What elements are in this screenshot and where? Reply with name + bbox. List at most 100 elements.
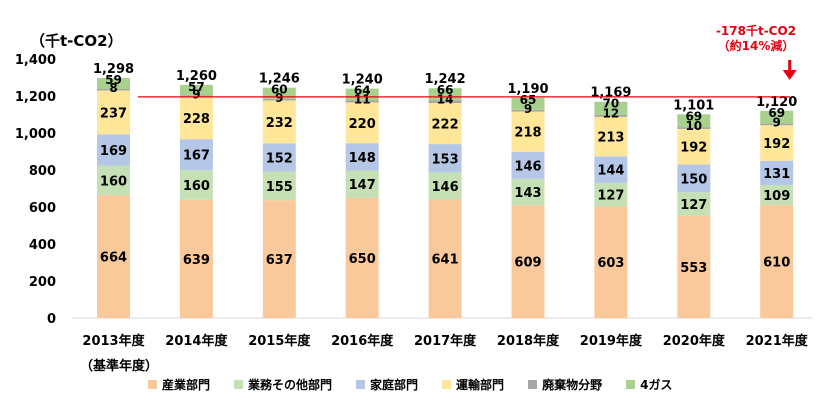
x-tick-label: 2013年度: [82, 333, 145, 349]
data-label: 650: [349, 252, 376, 267]
legend-label-household: 家庭部門: [370, 378, 419, 392]
bar-segment: [97, 78, 130, 89]
data-label: 637: [266, 253, 293, 268]
bar-segment: [179, 170, 213, 200]
bar-segment: [511, 205, 545, 318]
reduction-amount: -178千t-CO2: [715, 24, 797, 38]
y-tick-label: 400: [29, 238, 56, 253]
bar-segment: [179, 97, 213, 140]
data-label: 641: [432, 253, 459, 268]
data-label: 70: [603, 97, 620, 111]
data-label: 127: [597, 189, 624, 204]
data-label: 192: [763, 137, 790, 152]
data-label: 9: [773, 116, 781, 130]
data-label: 609: [514, 256, 541, 271]
data-label: 10: [685, 119, 702, 133]
data-label: 148: [349, 151, 376, 166]
data-label: 146: [432, 180, 459, 195]
y-tick-label: 800: [29, 164, 56, 179]
y-tick-label: 600: [29, 201, 56, 216]
bar-segment: [428, 100, 462, 104]
data-label: 144: [597, 164, 624, 179]
data-label: 237: [100, 106, 127, 121]
y-tick-label: 0: [47, 312, 56, 327]
data-label: 14: [437, 92, 454, 106]
data-label: 160: [183, 179, 210, 194]
legend-label-transport: 運輸部門: [456, 378, 505, 392]
legend-item-waste: 廃棄物分野: [528, 376, 602, 393]
y-tick-label: 1,200: [15, 90, 56, 105]
total-label: 1,260: [176, 69, 217, 84]
bar-segment: [262, 200, 296, 318]
bar-segment: [345, 88, 379, 101]
data-label: 66: [437, 83, 454, 97]
bar-segment: [594, 101, 628, 115]
legend-swatch-waste: [528, 380, 538, 389]
data-label: 610: [763, 256, 790, 271]
data-label: 9: [192, 87, 200, 101]
bar-segment: [594, 206, 628, 318]
bar-segment: [262, 143, 296, 172]
x-tick-label: 2021年度: [746, 333, 809, 349]
bar-segment: [511, 109, 545, 112]
bar-segment: [594, 182, 628, 207]
bar-segment: [511, 111, 545, 152]
data-label: 220: [349, 117, 376, 132]
data-label: 150: [680, 172, 707, 187]
data-label: 155: [266, 180, 293, 195]
x-tick-label: 2016年度: [331, 333, 394, 349]
legend: 産業部門 業務その他部門 家庭部門 運輸部門 廃棄物分野 4ガス: [148, 376, 696, 393]
bar-segment: [345, 100, 379, 103]
bar-segment: [677, 164, 711, 193]
y-tick-label: 1,400: [15, 53, 56, 68]
bar-segment: [179, 84, 213, 96]
bar-segment: [262, 87, 296, 99]
data-label: 69: [768, 106, 785, 120]
bar-segment: [345, 170, 379, 198]
legend-swatch-household: [356, 380, 366, 389]
bar-segment: [262, 98, 296, 101]
x-tick-label: 2020年度: [663, 333, 726, 349]
bar-segment: [677, 127, 711, 129]
data-label: 57: [188, 80, 205, 94]
legend-swatch-industry: [148, 380, 157, 389]
bar-segment: [97, 134, 130, 166]
bar-segment: [428, 144, 462, 173]
data-label: 167: [183, 149, 210, 164]
bar-segment: [677, 128, 711, 165]
bar-segment: [511, 151, 545, 179]
total-label: 1,101: [673, 98, 714, 113]
data-label: 127: [680, 198, 707, 213]
arrow-head-icon: [782, 70, 797, 80]
bar-segment: [428, 199, 462, 318]
bar-segment: [511, 97, 545, 110]
bar-segment: [345, 102, 379, 144]
total-label: 1,120: [756, 95, 797, 110]
data-label: 60: [271, 83, 288, 97]
bar-segment: [428, 103, 462, 145]
total-label: 1,190: [507, 82, 548, 97]
total-label: 1,240: [342, 73, 383, 88]
legend-swatch-commercial: [234, 380, 244, 389]
x-tick-label: 2019年度: [580, 333, 643, 349]
data-label: 146: [514, 159, 541, 174]
bar-segment: [511, 178, 545, 206]
data-label: 9: [275, 91, 283, 105]
data-label: 9: [524, 102, 532, 116]
y-tick-label: 200: [29, 275, 56, 290]
bar-segment: [677, 192, 711, 216]
data-label: 228: [183, 112, 210, 127]
total-label: 1,169: [590, 86, 631, 101]
bar-segment: [594, 114, 628, 117]
data-label: 218: [514, 126, 541, 141]
data-label: 160: [100, 174, 127, 189]
bar-segment: [97, 88, 130, 91]
legend-item-transport: 運輸部門: [442, 376, 504, 393]
data-label: 8: [109, 81, 117, 95]
bar-segment: [760, 160, 794, 185]
bar-segment: [760, 125, 794, 161]
total-label: 1,242: [425, 72, 466, 87]
data-label: 64: [354, 84, 371, 98]
data-label: 169: [100, 144, 127, 159]
data-label: 147: [349, 178, 376, 193]
